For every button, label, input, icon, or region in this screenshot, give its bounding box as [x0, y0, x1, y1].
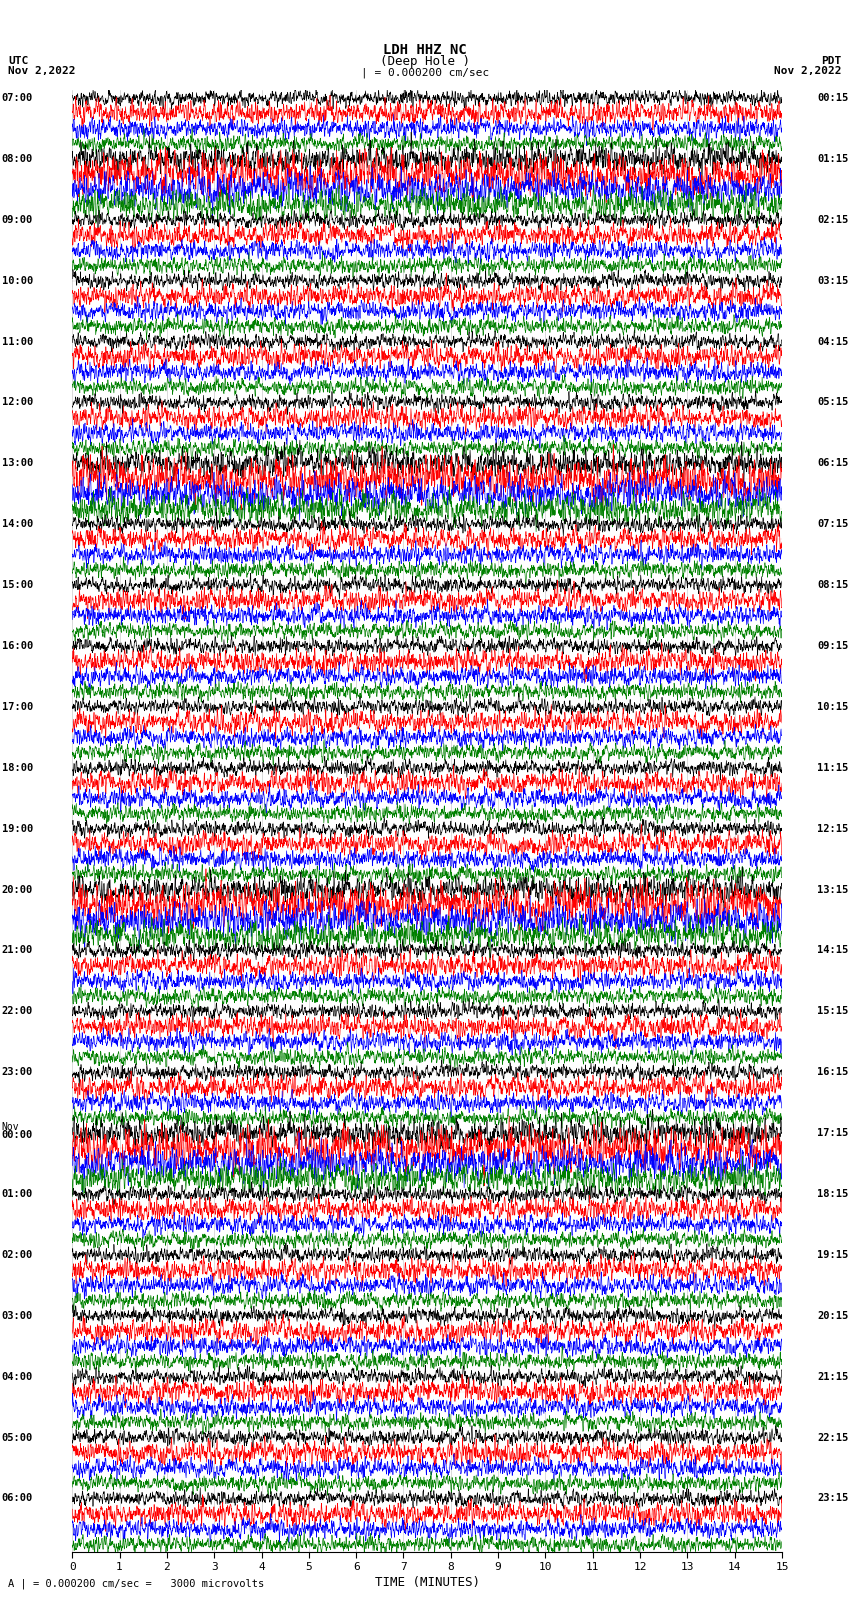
- Text: 20:00: 20:00: [2, 884, 33, 895]
- Text: 01:00: 01:00: [2, 1189, 33, 1198]
- Text: 17:15: 17:15: [817, 1127, 848, 1139]
- Text: | = 0.000200 cm/sec: | = 0.000200 cm/sec: [361, 68, 489, 77]
- Text: 08:15: 08:15: [817, 581, 848, 590]
- Text: (Deep Hole ): (Deep Hole ): [380, 55, 470, 68]
- Text: 04:15: 04:15: [817, 337, 848, 347]
- Text: 07:15: 07:15: [817, 519, 848, 529]
- Text: 21:15: 21:15: [817, 1371, 848, 1382]
- Text: 17:00: 17:00: [2, 702, 33, 711]
- Text: UTC: UTC: [8, 56, 29, 66]
- Text: 16:15: 16:15: [817, 1068, 848, 1077]
- Text: 02:00: 02:00: [2, 1250, 33, 1260]
- Text: PDT: PDT: [821, 56, 842, 66]
- Text: 09:15: 09:15: [817, 640, 848, 652]
- Text: Nov 2,2022: Nov 2,2022: [774, 66, 842, 76]
- Text: 22:15: 22:15: [817, 1432, 848, 1442]
- Text: Nov: Nov: [2, 1121, 20, 1132]
- Text: 11:00: 11:00: [2, 337, 33, 347]
- Text: 06:00: 06:00: [2, 1494, 33, 1503]
- Text: 03:00: 03:00: [2, 1311, 33, 1321]
- Text: 07:00: 07:00: [2, 94, 33, 103]
- Text: 20:15: 20:15: [817, 1311, 848, 1321]
- Text: 10:15: 10:15: [817, 702, 848, 711]
- Text: 01:15: 01:15: [817, 153, 848, 165]
- Text: 12:15: 12:15: [817, 824, 848, 834]
- Text: 11:15: 11:15: [817, 763, 848, 773]
- Text: 00:00: 00:00: [2, 1129, 33, 1140]
- Text: 06:15: 06:15: [817, 458, 848, 468]
- Text: 19:00: 19:00: [2, 824, 33, 834]
- Text: 22:00: 22:00: [2, 1007, 33, 1016]
- Text: 16:00: 16:00: [2, 640, 33, 652]
- Text: 05:00: 05:00: [2, 1432, 33, 1442]
- Text: A | = 0.000200 cm/sec =   3000 microvolts: A | = 0.000200 cm/sec = 3000 microvolts: [8, 1579, 264, 1589]
- Text: 10:00: 10:00: [2, 276, 33, 286]
- Text: 03:15: 03:15: [817, 276, 848, 286]
- Text: 00:15: 00:15: [817, 94, 848, 103]
- Text: 02:15: 02:15: [817, 215, 848, 224]
- Text: 15:00: 15:00: [2, 581, 33, 590]
- Text: 09:00: 09:00: [2, 215, 33, 224]
- Text: 08:00: 08:00: [2, 153, 33, 165]
- Text: 18:15: 18:15: [817, 1189, 848, 1198]
- Text: 05:15: 05:15: [817, 397, 848, 408]
- Text: 04:00: 04:00: [2, 1371, 33, 1382]
- Text: 23:00: 23:00: [2, 1068, 33, 1077]
- Text: 12:00: 12:00: [2, 397, 33, 408]
- Text: 13:15: 13:15: [817, 884, 848, 895]
- Text: 13:00: 13:00: [2, 458, 33, 468]
- Text: LDH HHZ NC: LDH HHZ NC: [383, 44, 467, 56]
- Text: 15:15: 15:15: [817, 1007, 848, 1016]
- Text: 23:15: 23:15: [817, 1494, 848, 1503]
- Text: 14:15: 14:15: [817, 945, 848, 955]
- Text: 21:00: 21:00: [2, 945, 33, 955]
- Text: 19:15: 19:15: [817, 1250, 848, 1260]
- Text: 14:00: 14:00: [2, 519, 33, 529]
- Text: 18:00: 18:00: [2, 763, 33, 773]
- Text: Nov 2,2022: Nov 2,2022: [8, 66, 76, 76]
- X-axis label: TIME (MINUTES): TIME (MINUTES): [375, 1576, 479, 1589]
